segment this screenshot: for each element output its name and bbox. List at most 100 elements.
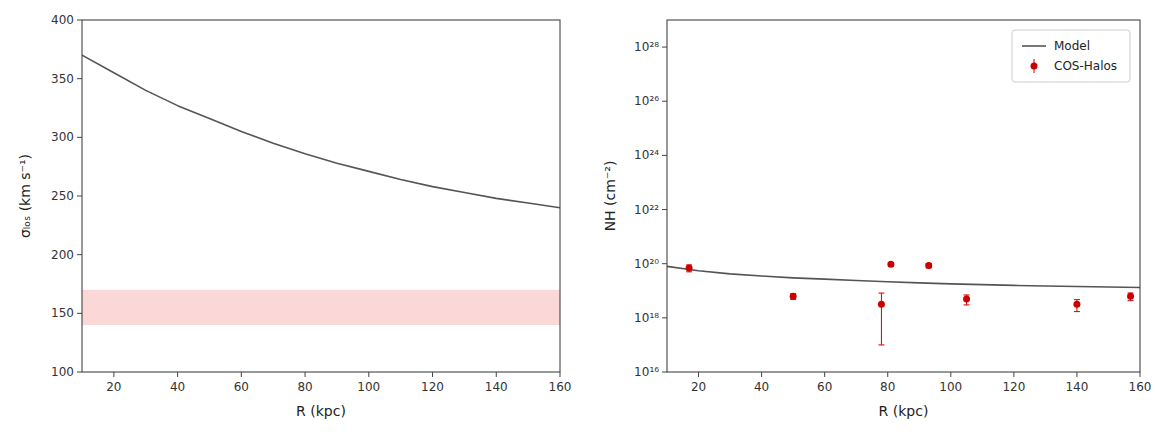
y-tick: [77, 196, 82, 197]
x-tick-label: 20: [106, 380, 121, 394]
x-tick-label: 100: [939, 380, 962, 394]
x-tick-label: 140: [1065, 380, 1088, 394]
error-bar-cap: [964, 304, 970, 305]
x-tick-label: 120: [1002, 380, 1025, 394]
x-tick: [305, 372, 306, 377]
legend-label: Model: [1054, 39, 1090, 53]
error-bar: [1128, 293, 1134, 301]
y-tick: [662, 372, 667, 373]
y-tick: [662, 317, 667, 318]
x-tick: [824, 372, 825, 377]
y-tick-label: 100: [51, 365, 74, 379]
x-tick: [560, 372, 561, 377]
y-tick: [77, 20, 82, 21]
error-bar: [964, 295, 970, 305]
error-bar-cap: [878, 344, 884, 345]
x-tick: [432, 372, 433, 377]
x-tick-label: 40: [170, 380, 185, 394]
x-tick: [1076, 372, 1077, 377]
legend-box: [1012, 30, 1130, 82]
y-tick: [77, 254, 82, 255]
y-tick-label: 10¹⁶: [634, 365, 659, 379]
panel: 20 40 60 80 100 120 140 160 100 150 200 250 300 350 40…: [17, 13, 571, 419]
x-tick: [368, 372, 369, 377]
x-tick-label: 20: [691, 380, 706, 394]
y-tick: [662, 263, 667, 264]
x-tick: [496, 372, 497, 377]
x-tick-label: 160: [549, 380, 572, 394]
y-tick-label: 350: [51, 72, 74, 86]
y-tick-label: 10¹⁸: [634, 311, 659, 325]
y-tick-label: 10²⁴: [634, 148, 659, 162]
y-axis-label: σₗₒₛ (km s⁻¹): [17, 154, 33, 238]
y-tick: [77, 313, 82, 314]
data-point: [887, 261, 894, 268]
data-point: [1073, 301, 1080, 308]
x-tick: [887, 372, 888, 377]
legend-label: COS-Halos: [1054, 59, 1117, 73]
x-tick: [761, 372, 762, 377]
panel: 20 40 60 80 100 120 140 160 10¹⁶ 10¹⁸ 10²⁰ 10²² 10²⁴…: [602, 20, 1151, 419]
x-tick: [698, 372, 699, 377]
x-tick-label: 60: [234, 380, 249, 394]
y-tick: [662, 155, 667, 156]
error-bar-cap: [1128, 300, 1134, 301]
plot-frame: [82, 20, 560, 372]
error-bar-cap: [1074, 311, 1080, 312]
y-tick: [77, 78, 82, 79]
model-line: [82, 55, 560, 208]
y-tick-label: 10²⁸: [634, 40, 659, 54]
x-tick: [1140, 372, 1141, 377]
error-bar-cap: [1074, 299, 1080, 300]
legend-swatch: [1022, 45, 1046, 47]
x-tick: [241, 372, 242, 377]
y-tick: [662, 101, 667, 102]
data-point: [686, 264, 693, 271]
x-tick: [950, 372, 951, 377]
y-tick-label: 10²²: [634, 203, 659, 217]
data-point: [878, 301, 885, 308]
data-point: [790, 293, 797, 300]
x-tick-label: 160: [1129, 380, 1152, 394]
y-tick: [77, 137, 82, 138]
legend: Model COS-Halos: [1012, 30, 1130, 82]
plot-area: [667, 261, 1140, 345]
page: {"chart_data": [ {"type": "line", "xlabe…: [0, 0, 1155, 432]
data-point: [1127, 293, 1134, 300]
x-tick-label: 100: [357, 380, 380, 394]
x-axis-label: R (kpc): [879, 403, 929, 419]
y-tick-label: 250: [51, 189, 74, 203]
x-tick: [1013, 372, 1014, 377]
y-tick-label: 10²⁶: [634, 94, 659, 108]
error-bar-cap: [686, 271, 692, 272]
y-tick: [77, 372, 82, 373]
x-tick-label: 140: [485, 380, 508, 394]
y-tick-label: 10²⁰: [634, 257, 659, 271]
error-bar: [686, 265, 692, 272]
y-tick-label: 200: [51, 248, 74, 262]
error-bar-cap: [878, 293, 884, 294]
error-bar: [1074, 300, 1080, 312]
x-tick-label: 80: [297, 380, 312, 394]
plot-frame: [667, 20, 1140, 372]
x-tick-label: 60: [817, 380, 832, 394]
x-tick-label: 120: [421, 380, 444, 394]
chart-svg: 20 40 60 80 100 120 140 160 100 150 200 250 300 350 40…: [0, 0, 1155, 432]
x-tick-label: 40: [754, 380, 769, 394]
y-tick-label: 300: [51, 130, 74, 144]
y-tick: [662, 209, 667, 210]
y-tick-label: 400: [51, 13, 74, 27]
error-bar: [878, 293, 884, 345]
x-tick-label: 80: [880, 380, 895, 394]
shaded-band: [82, 290, 560, 325]
model-line: [667, 266, 1140, 287]
data-point: [963, 295, 970, 302]
x-axis-label: R (kpc): [296, 403, 346, 419]
x-tick: [113, 372, 114, 377]
error-bar-cap: [964, 294, 970, 295]
x-tick: [177, 372, 178, 377]
data-point: [925, 262, 932, 269]
y-tick-label: 150: [51, 306, 74, 320]
y-tick: [662, 47, 667, 48]
error-bar: [790, 294, 796, 300]
